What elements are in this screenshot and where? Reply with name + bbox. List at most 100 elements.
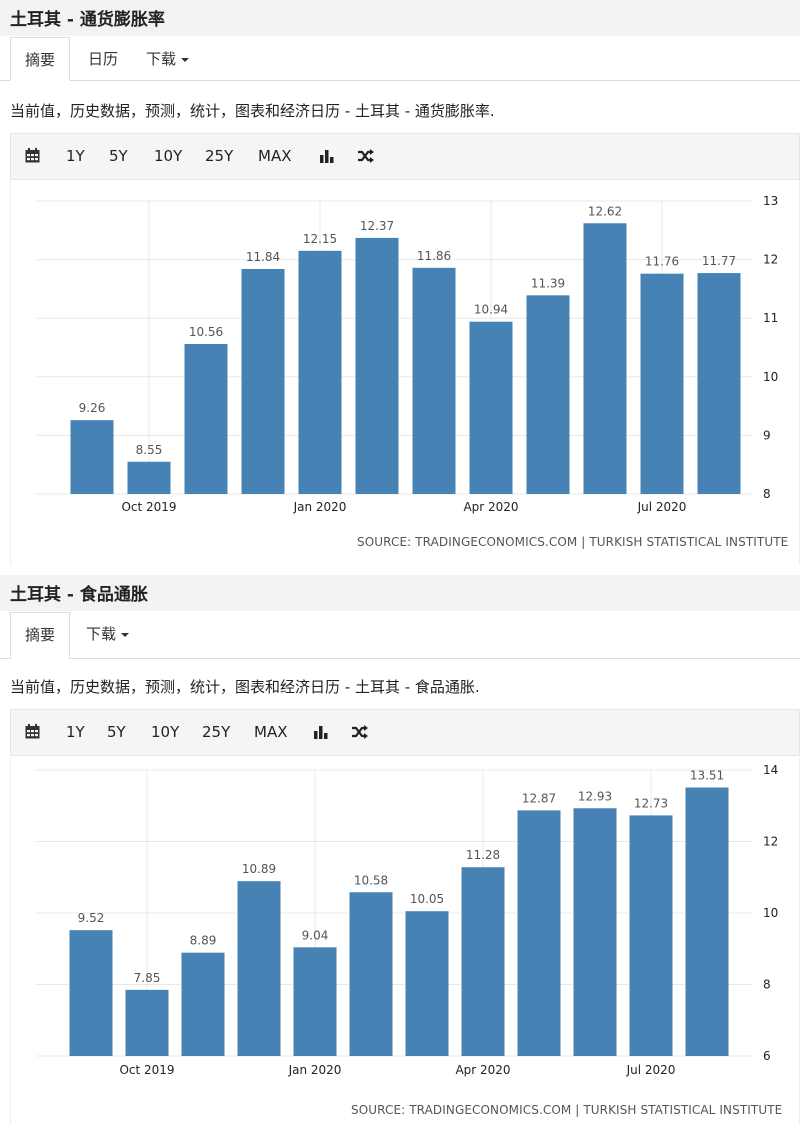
bar bbox=[583, 223, 627, 494]
data-label: 10.94 bbox=[474, 303, 508, 317]
bar bbox=[184, 343, 228, 494]
chart-toolbar: 1Y 5Y 10Y 25Y MAX bbox=[10, 133, 800, 180]
calendar-icon[interactable] bbox=[25, 724, 40, 743]
bar-chart-icon[interactable] bbox=[319, 148, 335, 168]
range-10y-button[interactable]: 10Y bbox=[151, 723, 180, 741]
range-5y-button[interactable]: 5Y bbox=[109, 147, 128, 165]
section-title-bar: 土耳其 - 食品通胀 bbox=[0, 575, 800, 611]
data-label: 12.15 bbox=[303, 232, 337, 246]
data-label: 7.85 bbox=[134, 971, 161, 985]
x-tick-label: Jan 2020 bbox=[293, 500, 347, 514]
section-title-bar: 土耳其 - 通货膨胀率 bbox=[0, 0, 800, 36]
bar bbox=[685, 787, 729, 1056]
y-tick-label: 12 bbox=[763, 253, 778, 267]
tabs-underline bbox=[0, 658, 800, 659]
bar bbox=[405, 911, 449, 1056]
tab-download-label: 下载 bbox=[86, 625, 117, 643]
x-tick-label: Jan 2020 bbox=[288, 1063, 342, 1077]
y-tick-label: 10 bbox=[763, 370, 778, 384]
data-label: 8.55 bbox=[136, 443, 163, 457]
shuffle-icon[interactable] bbox=[351, 724, 369, 744]
shuffle-icon[interactable] bbox=[357, 148, 375, 168]
data-label: 12.73 bbox=[634, 796, 668, 810]
range-10y-button[interactable]: 10Y bbox=[154, 147, 183, 165]
bar bbox=[69, 930, 113, 1056]
data-label: 12.62 bbox=[588, 204, 622, 218]
tab-summary[interactable]: 摘要 bbox=[10, 37, 71, 81]
bar bbox=[629, 815, 673, 1056]
chart-container: 8 9 10 11 12 13 9.26 8.55 10.56 11.84 12.15 12.37 11… bbox=[10, 180, 800, 565]
section-title: 土耳其 - 食品通胀 bbox=[10, 585, 148, 605]
range-max-button[interactable]: MAX bbox=[258, 147, 292, 165]
bar bbox=[526, 295, 570, 494]
data-label: 10.58 bbox=[354, 873, 388, 887]
data-label: 12.37 bbox=[360, 219, 394, 233]
calendar-icon[interactable] bbox=[25, 148, 40, 167]
data-label: 11.77 bbox=[702, 254, 736, 268]
x-tick-label: Apr 2020 bbox=[455, 1063, 510, 1077]
x-tick-label: Jul 2020 bbox=[626, 1063, 676, 1077]
data-label: 12.93 bbox=[578, 789, 612, 803]
chart-source[interactable]: SOURCE: TRADINGECONOMICS.COM | TURKISH S… bbox=[351, 1103, 783, 1117]
tab-download[interactable]: 下载 bbox=[146, 37, 190, 81]
y-tick-label: 12 bbox=[763, 835, 778, 849]
data-label: 10.05 bbox=[410, 892, 444, 906]
chart-container: 6 8 10 12 14 9.52 7.85 8.89 10.89 9.04 10.58 10.05 1… bbox=[10, 757, 800, 1124]
y-tick-label: 11 bbox=[763, 311, 778, 325]
bar bbox=[461, 867, 505, 1056]
bar bbox=[298, 250, 342, 494]
data-label: 13.51 bbox=[690, 769, 724, 783]
tab-calendar[interactable]: 日历 bbox=[88, 50, 119, 68]
chart-toolbar: 1Y 5Y 10Y 25Y MAX bbox=[10, 709, 800, 756]
y-tick-label: 9 bbox=[763, 428, 771, 442]
x-tick-label: Oct 2019 bbox=[121, 500, 176, 514]
caret-down-icon bbox=[121, 632, 130, 637]
y-tick-label: 8 bbox=[763, 487, 771, 501]
caret-down-icon bbox=[181, 57, 190, 62]
tab-download[interactable]: 下载 bbox=[86, 612, 130, 656]
data-label: 11.39 bbox=[531, 276, 565, 290]
bar bbox=[181, 952, 225, 1056]
data-label: 12.87 bbox=[522, 791, 556, 805]
y-tick-label: 10 bbox=[763, 906, 778, 920]
x-tick-label: Apr 2020 bbox=[463, 500, 518, 514]
range-25y-button[interactable]: 25Y bbox=[205, 147, 234, 165]
y-tick-label: 13 bbox=[763, 194, 778, 208]
page-description: 当前值，历史数据，预测，统计，图表和经济日历 - 土耳其 - 食品通胀. bbox=[10, 678, 480, 696]
data-label: 11.86 bbox=[417, 249, 451, 263]
page-description: 当前值，历史数据，预测，统计，图表和经济日历 - 土耳其 - 通货膨胀率. bbox=[10, 102, 495, 120]
bar bbox=[697, 273, 741, 494]
food-inflation-section: 土耳其 - 食品通胀 摘要 下载 当前值，历史数据，预测，统计，图表和经济日历 … bbox=[0, 575, 800, 1124]
range-5y-button[interactable]: 5Y bbox=[107, 723, 126, 741]
range-1y-button[interactable]: 1Y bbox=[66, 723, 85, 741]
y-tick-label: 8 bbox=[763, 978, 771, 992]
inflation-bar-chart: 8 9 10 11 12 13 9.26 8.55 10.56 11.84 12.15 12.37 11… bbox=[36, 194, 778, 514]
bar bbox=[293, 947, 337, 1056]
data-label: 8.89 bbox=[190, 934, 217, 948]
inflation-rate-section: 土耳其 - 通货膨胀率 摘要 日历 下载 当前值，历史数据，预测，统计，图表和经… bbox=[0, 0, 800, 565]
data-label: 11.76 bbox=[645, 255, 679, 269]
data-label: 9.52 bbox=[78, 911, 105, 925]
y-tick-label: 14 bbox=[763, 763, 778, 777]
bar bbox=[469, 321, 513, 494]
tab-download-label: 下载 bbox=[146, 50, 177, 68]
bar bbox=[70, 420, 114, 494]
bar bbox=[127, 461, 171, 494]
data-label: 10.89 bbox=[242, 862, 276, 876]
data-label: 11.84 bbox=[246, 250, 280, 264]
bar bbox=[355, 237, 399, 494]
data-label: 9.04 bbox=[302, 928, 329, 942]
x-tick-label: Jul 2020 bbox=[637, 500, 687, 514]
data-label: 9.26 bbox=[79, 401, 106, 415]
bar-chart-icon[interactable] bbox=[313, 724, 329, 744]
data-label: 10.56 bbox=[189, 325, 223, 339]
range-max-button[interactable]: MAX bbox=[254, 723, 288, 741]
range-1y-button[interactable]: 1Y bbox=[66, 147, 85, 165]
range-25y-button[interactable]: 25Y bbox=[202, 723, 231, 741]
bar bbox=[241, 268, 285, 494]
section-title: 土耳其 - 通货膨胀率 bbox=[10, 10, 165, 30]
data-label: 11.28 bbox=[466, 848, 500, 862]
tab-summary[interactable]: 摘要 bbox=[10, 612, 71, 659]
chart-source[interactable]: SOURCE: TRADINGECONOMICS.COM | TURKISH S… bbox=[357, 535, 789, 549]
bar bbox=[349, 892, 393, 1056]
